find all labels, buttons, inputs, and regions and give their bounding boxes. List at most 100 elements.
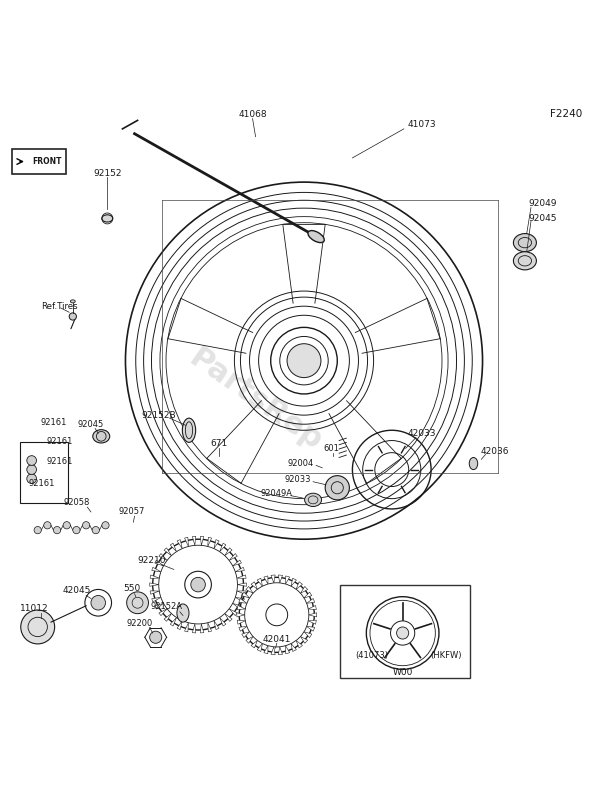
Polygon shape: [192, 536, 196, 546]
Polygon shape: [264, 646, 268, 654]
Circle shape: [69, 313, 77, 320]
Text: 601: 601: [323, 444, 339, 453]
Polygon shape: [185, 622, 188, 632]
Polygon shape: [271, 646, 275, 654]
Text: 92161: 92161: [47, 458, 73, 466]
Polygon shape: [154, 603, 164, 609]
Ellipse shape: [308, 230, 324, 242]
Ellipse shape: [513, 234, 536, 252]
Polygon shape: [164, 548, 171, 556]
Circle shape: [91, 595, 105, 610]
Circle shape: [54, 526, 61, 534]
Text: W00: W00: [392, 668, 413, 677]
Text: 92045: 92045: [529, 214, 558, 223]
Ellipse shape: [182, 418, 196, 442]
Polygon shape: [237, 606, 245, 610]
Polygon shape: [251, 582, 257, 590]
Ellipse shape: [513, 252, 536, 270]
Text: 92049: 92049: [529, 199, 558, 208]
Circle shape: [396, 627, 409, 639]
Polygon shape: [237, 613, 244, 617]
Polygon shape: [286, 646, 289, 654]
Text: 92049A: 92049A: [261, 490, 293, 498]
Text: F2240: F2240: [550, 110, 582, 119]
Text: 42036: 42036: [480, 447, 509, 456]
Bar: [19, 442, 68, 503]
Polygon shape: [278, 646, 283, 654]
Text: 11012: 11012: [20, 604, 49, 614]
Polygon shape: [235, 567, 244, 572]
Polygon shape: [214, 621, 219, 630]
Polygon shape: [233, 560, 241, 566]
Polygon shape: [192, 624, 196, 633]
Text: 92161: 92161: [47, 437, 73, 446]
Text: 92152A: 92152A: [150, 602, 182, 611]
Polygon shape: [208, 622, 212, 632]
Text: 92210: 92210: [137, 556, 166, 565]
Polygon shape: [201, 624, 204, 633]
Ellipse shape: [305, 494, 322, 506]
Polygon shape: [237, 620, 245, 624]
Text: 92057: 92057: [119, 507, 145, 517]
Polygon shape: [306, 626, 315, 631]
FancyBboxPatch shape: [12, 149, 66, 174]
Polygon shape: [170, 543, 176, 552]
Polygon shape: [219, 618, 226, 626]
Ellipse shape: [469, 458, 478, 470]
Polygon shape: [291, 643, 297, 651]
Text: 92161: 92161: [29, 479, 55, 488]
Polygon shape: [229, 554, 237, 561]
Polygon shape: [177, 540, 182, 549]
Polygon shape: [238, 583, 246, 586]
Polygon shape: [239, 626, 247, 631]
Text: Ref.Tires: Ref.Tires: [41, 302, 77, 310]
Polygon shape: [237, 575, 246, 578]
Polygon shape: [257, 578, 263, 586]
Polygon shape: [264, 576, 268, 584]
Text: (HKFW): (HKFW): [430, 651, 462, 660]
Polygon shape: [201, 536, 204, 546]
Polygon shape: [235, 598, 244, 602]
Polygon shape: [300, 586, 308, 594]
Polygon shape: [154, 560, 164, 566]
Polygon shape: [177, 621, 182, 630]
Text: 41068: 41068: [238, 110, 267, 119]
Text: 92161: 92161: [41, 418, 67, 427]
Ellipse shape: [177, 604, 189, 622]
Polygon shape: [242, 632, 249, 638]
Polygon shape: [208, 538, 212, 546]
Polygon shape: [286, 576, 289, 584]
Text: 42033: 42033: [408, 429, 437, 438]
Circle shape: [27, 456, 36, 466]
Polygon shape: [242, 592, 249, 598]
Text: 92152B: 92152B: [142, 410, 176, 420]
Polygon shape: [229, 609, 237, 616]
Polygon shape: [308, 620, 316, 624]
Circle shape: [34, 526, 41, 534]
Ellipse shape: [71, 300, 75, 303]
Circle shape: [287, 344, 321, 378]
Circle shape: [83, 522, 90, 529]
Polygon shape: [152, 567, 161, 572]
Polygon shape: [246, 637, 253, 643]
Circle shape: [73, 526, 80, 534]
Polygon shape: [159, 554, 167, 561]
Text: 92200: 92200: [126, 619, 153, 629]
Text: PartsRep: PartsRep: [184, 343, 328, 457]
Polygon shape: [308, 606, 316, 610]
Polygon shape: [251, 641, 257, 648]
Polygon shape: [309, 613, 317, 617]
Circle shape: [191, 578, 206, 592]
Polygon shape: [233, 603, 241, 609]
Polygon shape: [225, 614, 232, 622]
Ellipse shape: [102, 215, 112, 222]
Text: FRONT: FRONT: [32, 157, 61, 166]
Circle shape: [126, 592, 148, 614]
Circle shape: [27, 465, 36, 474]
Polygon shape: [170, 618, 176, 626]
Polygon shape: [291, 578, 297, 586]
Text: 41073: 41073: [408, 120, 437, 129]
Text: 92045: 92045: [78, 420, 104, 429]
Polygon shape: [214, 540, 219, 549]
Polygon shape: [164, 614, 171, 622]
